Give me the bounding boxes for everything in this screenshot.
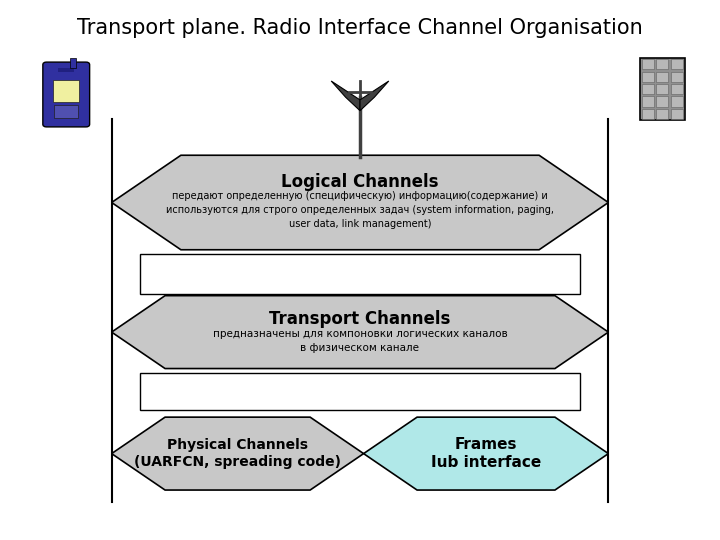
Bar bbox=[140, 373, 580, 410]
Polygon shape bbox=[112, 295, 608, 368]
Bar bbox=[657, 71, 668, 82]
Text: Frames
Iub interface: Frames Iub interface bbox=[431, 437, 541, 470]
Polygon shape bbox=[112, 417, 364, 490]
Bar bbox=[71, 58, 76, 68]
Bar bbox=[671, 59, 683, 69]
Bar bbox=[140, 254, 580, 294]
Bar bbox=[671, 71, 683, 82]
Bar bbox=[642, 59, 654, 69]
Polygon shape bbox=[331, 81, 360, 111]
Bar bbox=[642, 84, 654, 94]
Bar bbox=[657, 59, 668, 69]
Text: Transport plane. Radio Interface Channel Organisation: Transport plane. Radio Interface Channel… bbox=[77, 18, 643, 38]
Polygon shape bbox=[360, 81, 389, 111]
Polygon shape bbox=[112, 156, 608, 249]
Polygon shape bbox=[364, 417, 608, 490]
Bar bbox=[657, 96, 668, 106]
FancyBboxPatch shape bbox=[43, 62, 89, 127]
Text: Logical Channels: Logical Channels bbox=[282, 173, 438, 191]
Bar bbox=[642, 71, 654, 82]
Bar bbox=[657, 109, 668, 119]
Text: предназначены для компоновки логических каналов
в физическом канале: предназначены для компоновки логических … bbox=[212, 329, 508, 353]
Bar bbox=[671, 109, 683, 119]
Bar bbox=[53, 79, 79, 102]
Text: передают определенную (специфическую) информацию(содержание) и
используются для : передают определенную (специфическую) ин… bbox=[166, 192, 554, 228]
Bar bbox=[671, 96, 683, 106]
Bar bbox=[58, 69, 74, 72]
Bar bbox=[642, 96, 654, 106]
Bar bbox=[642, 109, 654, 119]
Bar bbox=[55, 105, 78, 118]
Text: Physical Channels
(UARFCN, spreading code): Physical Channels (UARFCN, spreading cod… bbox=[134, 438, 341, 469]
Bar bbox=[671, 84, 683, 94]
Text: Transport Channels: Transport Channels bbox=[269, 310, 451, 328]
Bar bbox=[657, 84, 668, 94]
Bar bbox=[640, 58, 685, 120]
